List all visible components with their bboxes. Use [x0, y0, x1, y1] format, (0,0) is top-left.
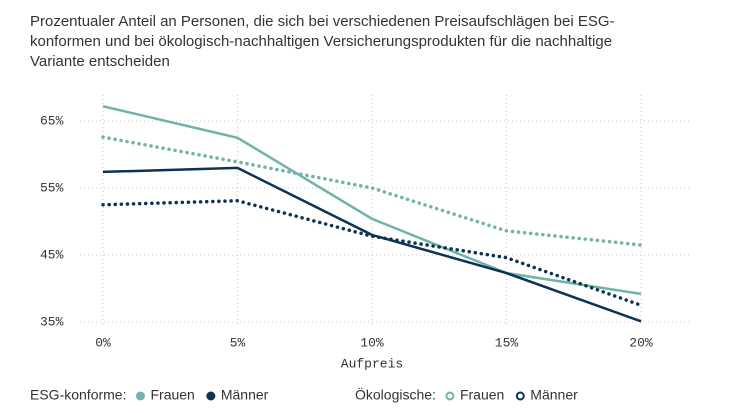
legend-label: Frauen	[150, 387, 194, 403]
y-tick-label: 65%	[40, 113, 64, 128]
legend-label: Frauen	[460, 387, 504, 403]
y-tick-label: 55%	[40, 180, 64, 195]
series-line	[101, 198, 643, 307]
series-line	[102, 166, 642, 323]
legend-marker	[206, 391, 216, 401]
y-tick-label: 45%	[40, 247, 64, 262]
subtitle-line: konformen und bei ökologisch-nachhaltige…	[30, 33, 612, 50]
series-line	[102, 105, 642, 296]
x-tick-label: 10%	[360, 335, 384, 350]
y-tick-label: 35%	[40, 314, 64, 329]
x-tick-label: 0%	[95, 335, 111, 350]
legend-group-label: Ökologische:	[355, 386, 436, 403]
x-axis-label: Aufpreis	[341, 356, 403, 371]
legend-label: Männer	[530, 387, 578, 403]
series-line	[101, 135, 643, 247]
x-tick-label: 5%	[230, 335, 246, 350]
subtitle-line: Variante entscheiden	[30, 53, 170, 70]
legend-marker	[445, 391, 455, 401]
legend-group-label: ESG-konforme:	[30, 387, 126, 403]
legend-marker	[135, 391, 145, 401]
x-tick-label: 20%	[629, 335, 653, 350]
subtitle-line: Prozentualer Anteil an Personen, die sic…	[30, 13, 615, 30]
x-tick-label: 15%	[495, 335, 519, 350]
legend-marker	[515, 391, 525, 401]
legend-label: Männer	[221, 387, 269, 403]
